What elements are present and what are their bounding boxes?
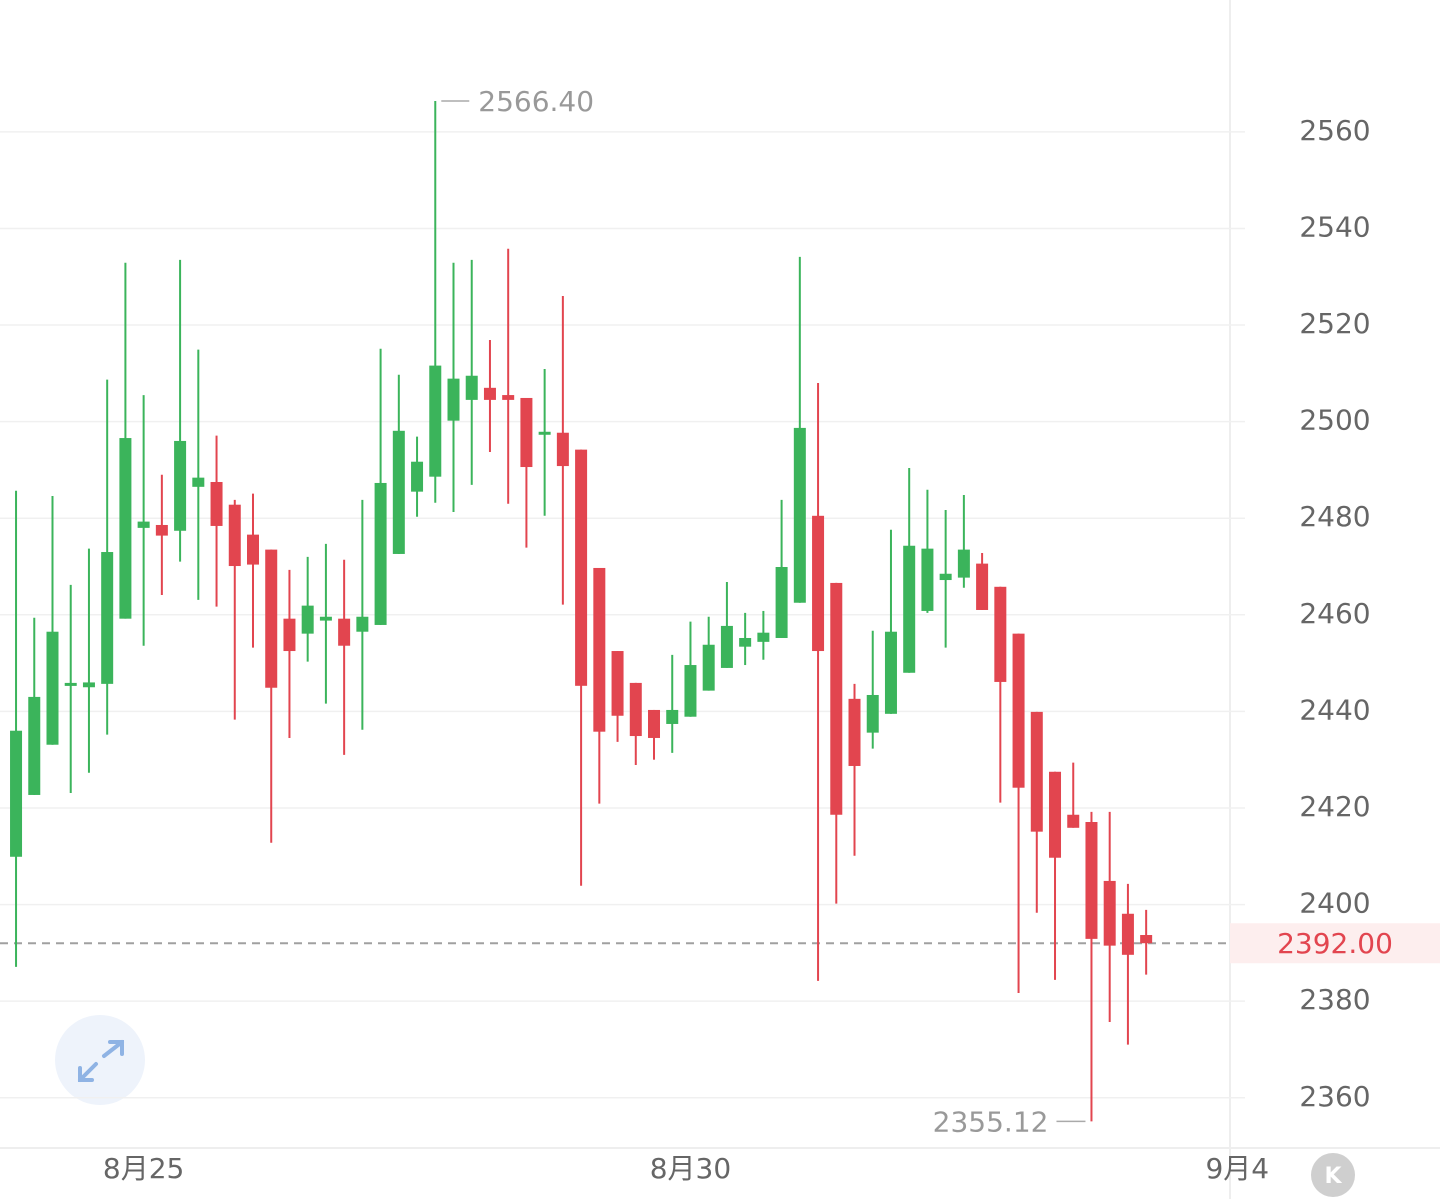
x-tick-label: 9月4 xyxy=(1205,1152,1269,1185)
y-tick-label: 2560 xyxy=(1299,114,1370,147)
candle-body xyxy=(447,378,460,421)
candle-body xyxy=(866,694,879,733)
candle-body xyxy=(392,430,405,554)
candle-body xyxy=(1067,814,1080,828)
candle-body xyxy=(174,440,187,531)
y-tick-label: 2540 xyxy=(1299,210,1370,243)
x-tick-label: 8月25 xyxy=(103,1152,184,1185)
candle-body xyxy=(137,521,150,528)
candle-body xyxy=(1012,633,1025,788)
candle-body xyxy=(338,618,351,646)
candle-body xyxy=(939,573,952,581)
last-price-label: 2392.00 xyxy=(1277,927,1393,960)
y-tick-label: 2480 xyxy=(1299,500,1370,533)
candle-body xyxy=(210,481,223,526)
candle-body xyxy=(793,427,806,603)
candle-body xyxy=(648,709,661,738)
y-tick-label: 2400 xyxy=(1299,887,1370,920)
candle-body xyxy=(757,632,770,642)
candle-body xyxy=(775,566,788,638)
candle-body xyxy=(483,387,496,400)
candle-body xyxy=(666,709,679,724)
candle-body xyxy=(265,549,278,688)
max-marker-label: 2566.40 xyxy=(478,85,594,118)
candle-body xyxy=(994,586,1007,682)
candle-body xyxy=(575,449,588,686)
candle-body xyxy=(739,637,752,647)
kline-button[interactable]: K xyxy=(1324,1164,1342,1189)
candle-body xyxy=(246,534,259,565)
candle-body xyxy=(884,631,897,714)
candle-body xyxy=(1103,880,1116,946)
y-tick-label: 2360 xyxy=(1299,1080,1370,1113)
candle-body xyxy=(319,616,332,621)
candle-body xyxy=(411,461,424,492)
candle-body xyxy=(629,682,642,737)
candle-body xyxy=(155,524,168,536)
candle-body xyxy=(119,438,132,619)
candle-body xyxy=(228,504,241,567)
candle-body xyxy=(192,477,205,487)
candle-body xyxy=(429,365,442,477)
candle-body xyxy=(957,549,970,578)
candle-body xyxy=(903,545,916,673)
y-tick-label: 2520 xyxy=(1299,307,1370,340)
candle-body xyxy=(1121,913,1134,955)
last-price-bg xyxy=(1230,923,1440,964)
candle-body xyxy=(848,698,861,766)
expand-button-bg[interactable] xyxy=(55,1015,145,1105)
candle-body xyxy=(1140,935,1153,944)
min-marker-label: 2355.12 xyxy=(933,1105,1049,1138)
candle-body xyxy=(465,375,478,400)
candle-body xyxy=(301,605,314,634)
candle-body xyxy=(374,482,387,625)
y-tick-label: 2500 xyxy=(1299,404,1370,437)
candle-body xyxy=(830,582,843,815)
candle-body xyxy=(702,644,715,691)
expand-icon[interactable] xyxy=(78,1040,124,1082)
y-tick-label: 2460 xyxy=(1299,597,1370,630)
candle-body xyxy=(10,730,23,857)
y-tick-label: 2440 xyxy=(1299,693,1370,726)
kline-button-bg[interactable] xyxy=(1311,1153,1355,1197)
candle-body xyxy=(556,432,569,467)
candle-body xyxy=(720,625,733,668)
candle-body xyxy=(684,665,697,717)
candle-body xyxy=(1030,711,1043,832)
candle-body xyxy=(593,567,606,732)
y-tick-label: 2380 xyxy=(1299,983,1370,1016)
expand-button[interactable] xyxy=(55,1015,145,1105)
candle-body xyxy=(1085,822,1098,939)
candle-body xyxy=(976,563,989,610)
candle-body xyxy=(283,618,296,652)
x-tick-label: 8月30 xyxy=(650,1152,731,1185)
candle-body xyxy=(520,397,533,468)
candle-body xyxy=(46,631,59,745)
candle-body xyxy=(1049,771,1062,858)
candle-body xyxy=(502,395,515,400)
candle-body xyxy=(538,431,551,435)
candle-body xyxy=(28,696,41,795)
candle-body xyxy=(921,548,934,611)
candle-body xyxy=(356,616,369,632)
candle-body xyxy=(64,682,77,686)
candle-body xyxy=(101,552,114,684)
candle-body xyxy=(812,515,825,652)
candle-body xyxy=(611,651,624,716)
candle-body xyxy=(82,682,95,688)
y-tick-label: 2420 xyxy=(1299,790,1370,823)
